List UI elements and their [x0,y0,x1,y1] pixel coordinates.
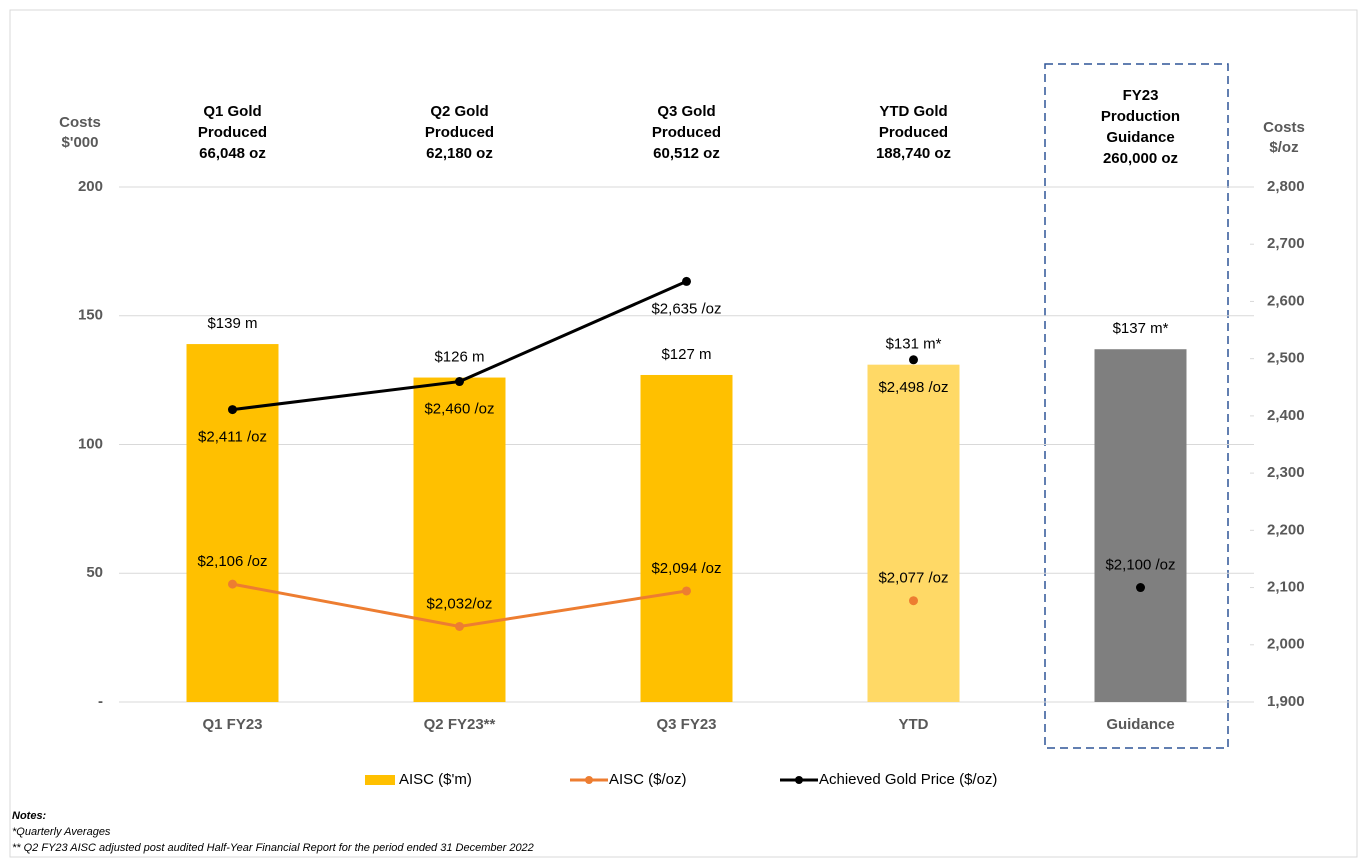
series-point [909,596,918,606]
column-header: Q1 Gold [203,103,261,120]
y2-tick-label: 2,400 [1267,407,1305,424]
guidance-box [1044,63,1229,749]
column-header: Guidance [1106,129,1174,146]
y2-tick-label: 2,800 [1267,178,1305,195]
y-axis-label: $'000 [62,134,99,151]
legend-swatch [585,776,593,784]
bar [1094,349,1187,702]
column-header: Produced [198,124,267,141]
bar-value-label: $127 m [661,346,711,363]
column-header: YTD Gold [879,103,947,120]
column-header: Q2 Gold [430,103,488,120]
bar [186,344,279,702]
x-tick-label: Guidance [1106,716,1174,733]
series-point [228,405,237,415]
y2-tick-label: 1,900 [1267,693,1305,710]
point-value-label: $2,094 /oz [651,560,721,577]
legend-swatch [365,775,395,785]
y-tick-label: 200 [78,178,103,195]
y2-tick-label: 2,100 [1267,579,1305,596]
chart-border [9,9,1358,858]
note: *Quarterly Averages [12,826,111,838]
bar-value-label: $126 m [434,349,484,366]
column-header: 188,740 oz [876,145,951,162]
series-point [228,579,237,589]
series-point [455,621,464,631]
y2-tick-label: 2,600 [1267,292,1305,309]
y2-tick-label: 2,700 [1267,235,1305,252]
bar [867,364,960,702]
y-tick-label: 100 [78,435,103,452]
x-tick-label: Q2 FY23** [424,716,496,733]
point-value-label: $2,460 /oz [424,401,494,418]
bar-value-label: $131 m* [886,336,942,353]
column-header: 62,180 oz [426,145,493,162]
y-tick-label: 150 [78,307,103,324]
series-point [1136,583,1145,593]
legend-label: AISC ($'m) [399,771,472,788]
y2-tick-label: 2,200 [1267,521,1305,538]
point-value-label: $2,635 /oz [651,300,721,317]
point-value-label: $2,077 /oz [878,570,948,587]
column-header: 260,000 oz [1103,150,1178,167]
x-tick-label: YTD [899,716,929,733]
column-header: Produced [879,124,948,141]
y2-tick-label: 2,000 [1267,636,1305,653]
y-tick-label: 50 [86,564,103,581]
legend-swatch [795,776,803,784]
point-value-label: $2,032/oz [427,595,493,612]
column-header: Q3 Gold [657,103,715,120]
note: Notes: [12,810,47,822]
y2-axis-label: $/oz [1269,139,1298,156]
column-header: Production [1101,108,1180,125]
point-value-label: $2,498 /oz [878,379,948,396]
column-header: FY23 [1123,87,1159,104]
legend-label: Achieved Gold Price ($/oz) [819,771,997,788]
column-header: 66,048 oz [199,145,266,162]
bar-value-label: $137 m* [1113,320,1169,337]
x-tick-label: Q1 FY23 [202,716,262,733]
bar-value-label: $139 m [207,315,257,332]
column-header: Produced [652,124,721,141]
note: ** Q2 FY23 AISC adjusted post audited Ha… [12,842,534,854]
x-tick-label: Q3 FY23 [656,716,716,733]
y2-tick-label: 2,300 [1267,464,1305,481]
y2-axis-label: Costs [1263,119,1305,136]
point-value-label: $2,411 /oz [198,429,267,446]
y-axis-label: Costs [59,114,101,131]
bar [413,377,506,702]
y-tick-label: - [98,693,103,710]
point-value-label: $2,100 /oz [1105,557,1175,574]
bar [640,374,733,702]
legend-label: AISC ($/oz) [609,771,687,788]
series-point [909,355,918,365]
point-value-label: $2,106 /oz [197,553,267,570]
column-header: 60,512 oz [653,145,720,162]
series-point [682,586,691,596]
series-point [455,377,464,387]
y2-tick-label: 2,500 [1267,350,1305,367]
column-header: Produced [425,124,494,141]
series-point [682,276,691,286]
